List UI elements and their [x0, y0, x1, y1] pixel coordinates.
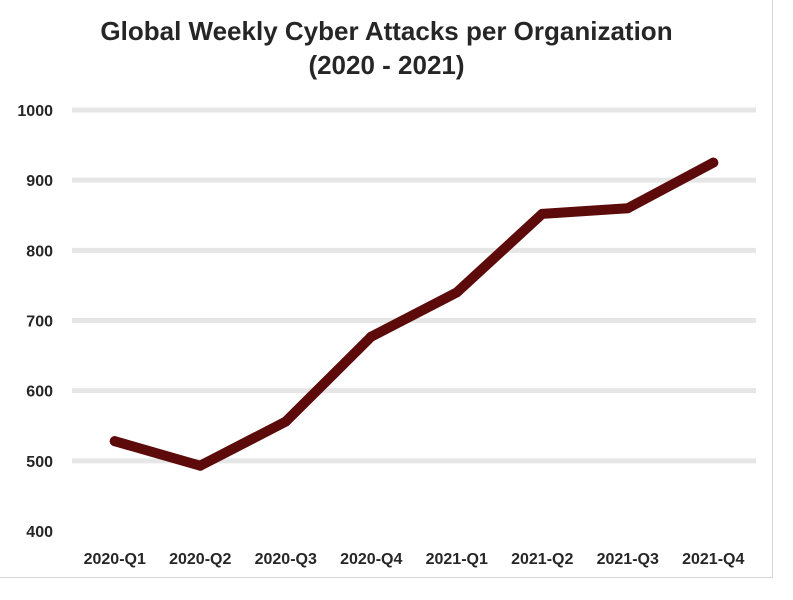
x-axis-ticks: 2020-Q1 2020-Q2 2020-Q3 2020-Q4 2021-Q1 2021-…	[84, 551, 745, 568]
x-tick-label: 2020-Q1	[84, 551, 146, 568]
gridlines	[72, 107, 756, 464]
x-tick-label: 2021-Q4	[682, 551, 744, 568]
data-point	[708, 157, 719, 168]
chart-subtitle: (2020 - 2021)	[308, 50, 465, 80]
x-tick-label: 2020-Q2	[169, 551, 231, 568]
data-point	[109, 436, 120, 447]
y-axis-ticks: 400 500 600 700 800 900 1000	[17, 103, 53, 541]
data-point	[280, 416, 291, 427]
y-tick-label: 1000	[17, 103, 53, 120]
y-tick-label: 400	[26, 524, 53, 541]
data-point	[366, 331, 377, 342]
series-layer	[109, 157, 719, 471]
y-tick-label: 500	[26, 454, 53, 471]
x-tick-label: 2020-Q4	[340, 551, 402, 568]
y-tick-label: 900	[26, 173, 53, 190]
chart-frame	[0, 0, 773, 578]
data-point	[537, 208, 548, 219]
y-tick-label: 700	[26, 314, 53, 331]
chart-title: Global Weekly Cyber Attacks per Organiza…	[100, 16, 673, 46]
data-point	[622, 203, 633, 214]
series-line	[109, 157, 719, 471]
data-point	[451, 287, 462, 298]
data-point	[195, 460, 206, 471]
x-tick-label: 2021-Q3	[597, 551, 659, 568]
x-tick-label: 2021-Q1	[426, 551, 488, 568]
x-tick-label: 2020-Q3	[255, 551, 317, 568]
x-tick-label: 2021-Q2	[511, 551, 573, 568]
chart-title-block: Global Weekly Cyber Attacks per Organiza…	[0, 14, 773, 82]
y-tick-label: 800	[26, 243, 53, 260]
y-tick-label: 600	[26, 384, 53, 401]
